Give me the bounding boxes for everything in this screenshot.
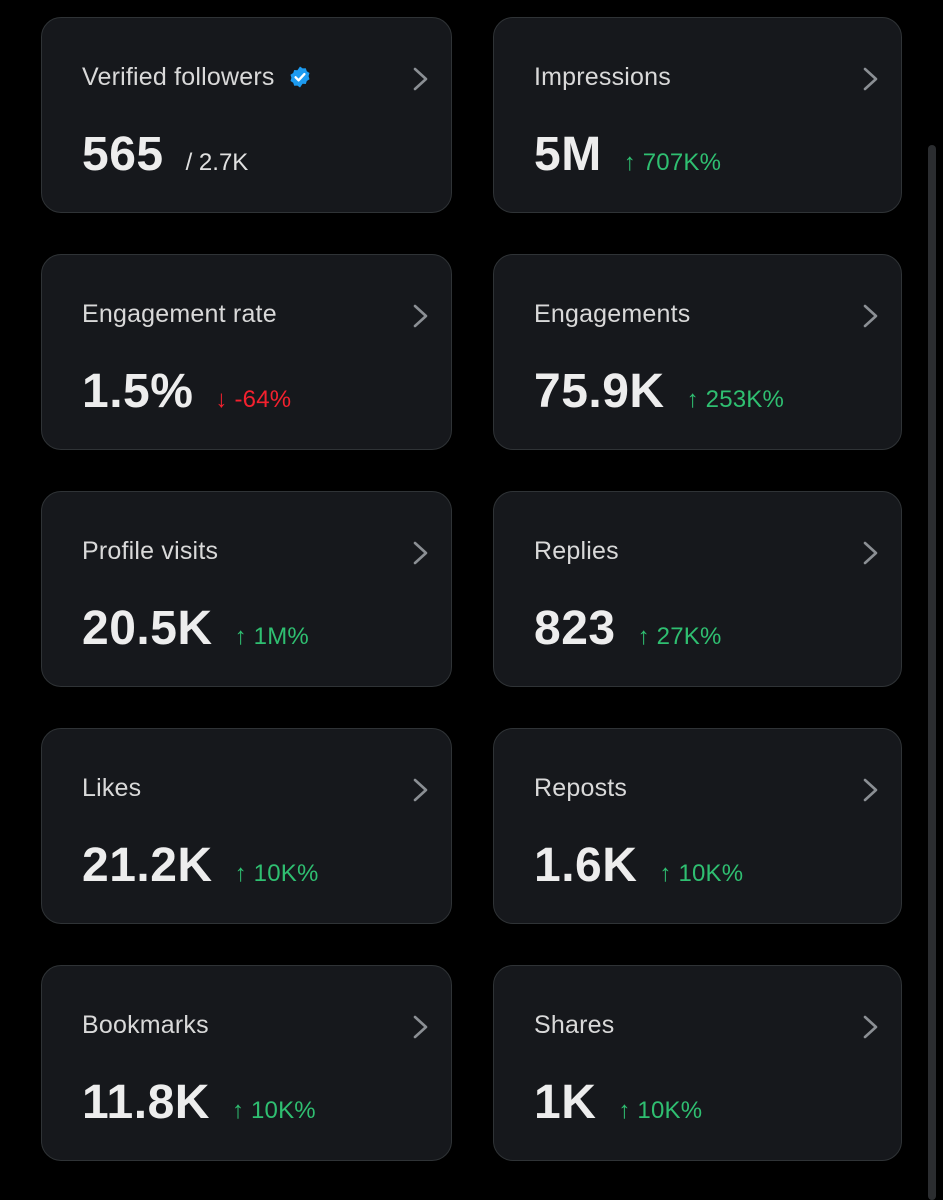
metric-label: Engagements bbox=[534, 300, 691, 328]
metric-card-likes[interactable]: Likes 21.2K ↑ 10K% bbox=[41, 728, 452, 924]
chevron-right-icon bbox=[413, 541, 428, 565]
chevron-right-icon bbox=[863, 67, 878, 91]
metric-value: 1.6K bbox=[534, 839, 638, 892]
metric-value-row: 75.9K ↑ 253K% bbox=[534, 365, 784, 419]
metric-card-bookmarks[interactable]: Bookmarks 11.8K ↑ 10K% bbox=[41, 965, 452, 1161]
metric-change-up: ↑ 707K% bbox=[623, 149, 722, 176]
chevron-right-icon bbox=[863, 1015, 878, 1039]
metric-label-wrapper: Verified followers bbox=[82, 62, 312, 92]
metric-change-up: ↑ 10K% bbox=[231, 1097, 316, 1124]
metric-card-replies[interactable]: Replies 823 ↑ 27K% bbox=[493, 491, 902, 687]
metric-value: 1.5% bbox=[82, 365, 194, 418]
metric-card-reposts[interactable]: Reposts 1.6K ↑ 10K% bbox=[493, 728, 902, 924]
metric-card-impressions[interactable]: Impressions 5M ↑ 707K% bbox=[493, 17, 902, 213]
metric-value-row: 1.6K ↑ 10K% bbox=[534, 839, 743, 893]
chevron-right-icon bbox=[863, 304, 878, 328]
chevron-right-icon bbox=[863, 778, 878, 802]
metric-value-row: 5M ↑ 707K% bbox=[534, 128, 721, 182]
metric-value-row: 20.5K ↑ 1M% bbox=[82, 602, 309, 656]
metric-value-row: 823 ↑ 27K% bbox=[534, 602, 722, 656]
metric-card-profile-visits[interactable]: Profile visits 20.5K ↑ 1M% bbox=[41, 491, 452, 687]
verified-badge-icon bbox=[288, 65, 312, 89]
metric-label: Shares bbox=[534, 1011, 615, 1039]
metric-value: 823 bbox=[534, 602, 616, 655]
metric-change-up: ↑ 10K% bbox=[659, 860, 744, 887]
metric-value: 5M bbox=[534, 128, 602, 181]
metric-card-shares[interactable]: Shares 1K ↑ 10K% bbox=[493, 965, 902, 1161]
metric-change-up: ↑ 27K% bbox=[637, 623, 722, 650]
metric-card-engagements[interactable]: Engagements 75.9K ↑ 253K% bbox=[493, 254, 902, 450]
chevron-right-icon bbox=[863, 541, 878, 565]
metric-value-row: 21.2K ↑ 10K% bbox=[82, 839, 319, 893]
metric-label: Profile visits bbox=[82, 537, 219, 565]
metric-change-down: ↓ -64% bbox=[215, 386, 292, 413]
metric-label: Likes bbox=[82, 774, 142, 802]
metric-change-up: ↑ 10K% bbox=[234, 860, 319, 887]
scrollbar[interactable] bbox=[928, 145, 936, 1200]
chevron-right-icon bbox=[413, 67, 428, 91]
metric-change-up: ↑ 253K% bbox=[686, 386, 785, 413]
metric-label: Engagement rate bbox=[82, 300, 277, 328]
metric-value: 75.9K bbox=[534, 365, 665, 418]
metric-label: Bookmarks bbox=[82, 1011, 209, 1039]
metrics-grid: Verified followers 565 / 2.7K Impression… bbox=[41, 17, 902, 1161]
metric-value-row: 565 / 2.7K bbox=[82, 128, 248, 182]
metric-value: 1K bbox=[534, 1076, 597, 1129]
metric-label: Reposts bbox=[534, 774, 628, 802]
metric-value-row: 1K ↑ 10K% bbox=[534, 1076, 702, 1130]
metric-total: / 2.7K bbox=[185, 149, 249, 176]
metric-change-up: ↑ 1M% bbox=[234, 623, 309, 650]
metric-value: 11.8K bbox=[82, 1076, 210, 1129]
metric-label: Impressions bbox=[534, 63, 671, 91]
metric-value: 20.5K bbox=[82, 602, 213, 655]
metric-label: Replies bbox=[534, 537, 619, 565]
metric-card-verified-followers[interactable]: Verified followers 565 / 2.7K bbox=[41, 17, 452, 213]
metric-value-row: 1.5% ↓ -64% bbox=[82, 365, 291, 419]
metric-label: Verified followers bbox=[82, 63, 275, 91]
chevron-right-icon bbox=[413, 778, 428, 802]
metric-card-engagement-rate[interactable]: Engagement rate 1.5% ↓ -64% bbox=[41, 254, 452, 450]
metric-change-up: ↑ 10K% bbox=[618, 1097, 703, 1124]
metric-value: 21.2K bbox=[82, 839, 213, 892]
metric-value-row: 11.8K ↑ 10K% bbox=[82, 1076, 316, 1130]
chevron-right-icon bbox=[413, 304, 428, 328]
metric-value: 565 bbox=[82, 128, 164, 181]
chevron-right-icon bbox=[413, 1015, 428, 1039]
